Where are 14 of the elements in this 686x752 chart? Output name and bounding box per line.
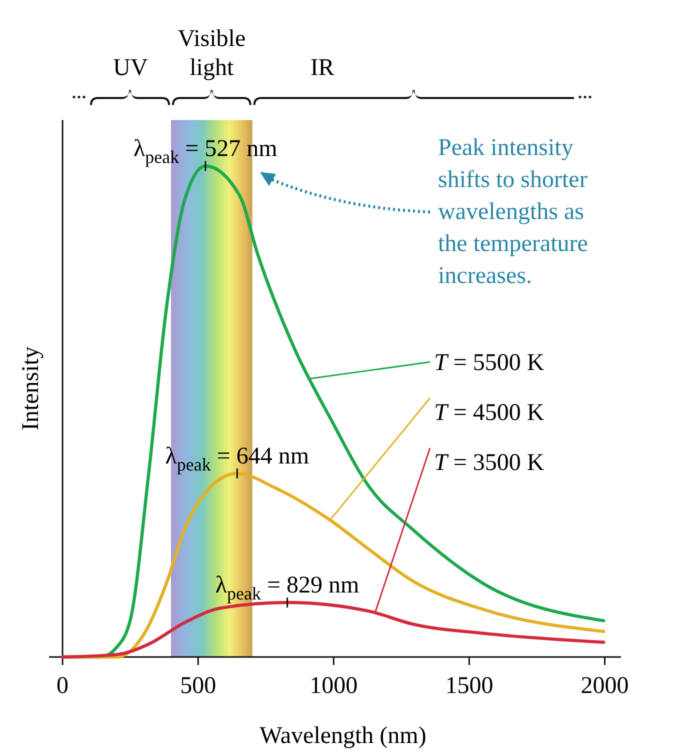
band-label: Visible light [178,26,246,81]
x-tick-label: 1000 [310,673,358,699]
text: IR [310,55,334,81]
x-tick-label: 500 [180,673,216,699]
x-tick-label: 2000 [580,673,629,699]
x-tick-label: 1500 [445,673,494,699]
text: T = 3500 K [434,450,545,476]
annotation: Peak intensity shifts to shorter wavelengths as the temperature increases. [438,135,588,289]
x-tick-label: 0 [56,673,69,699]
y-axis-title: Intensity [18,346,44,430]
legend-label: T = 5500 K [434,350,545,376]
text: T = 4500 K [434,400,545,426]
x-axis-title: Wavelength (nm) [260,723,426,749]
text: UV [113,55,148,81]
